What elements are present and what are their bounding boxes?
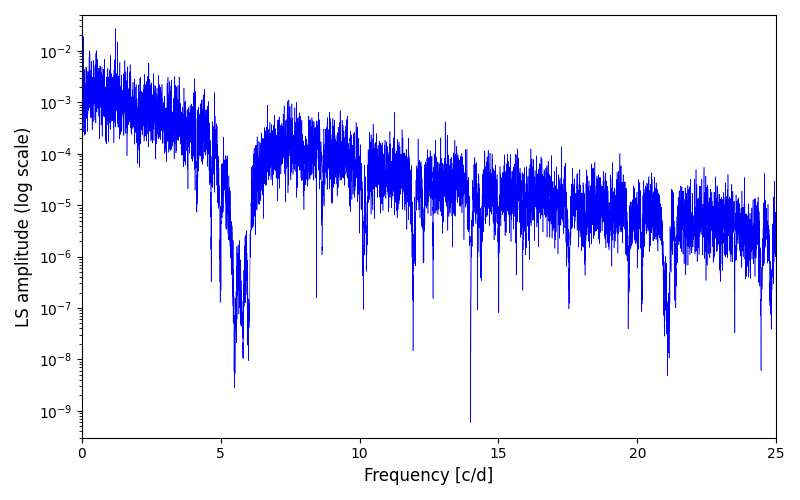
X-axis label: Frequency [c/d]: Frequency [c/d]	[364, 467, 494, 485]
Y-axis label: LS amplitude (log scale): LS amplitude (log scale)	[15, 126, 33, 326]
